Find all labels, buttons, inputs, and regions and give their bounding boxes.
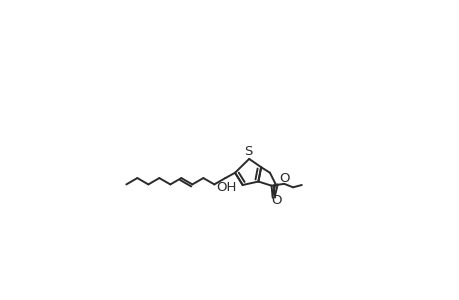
Text: S: S bbox=[243, 146, 252, 158]
Text: OH: OH bbox=[216, 181, 236, 194]
Text: O: O bbox=[279, 172, 290, 184]
Text: O: O bbox=[271, 194, 281, 207]
